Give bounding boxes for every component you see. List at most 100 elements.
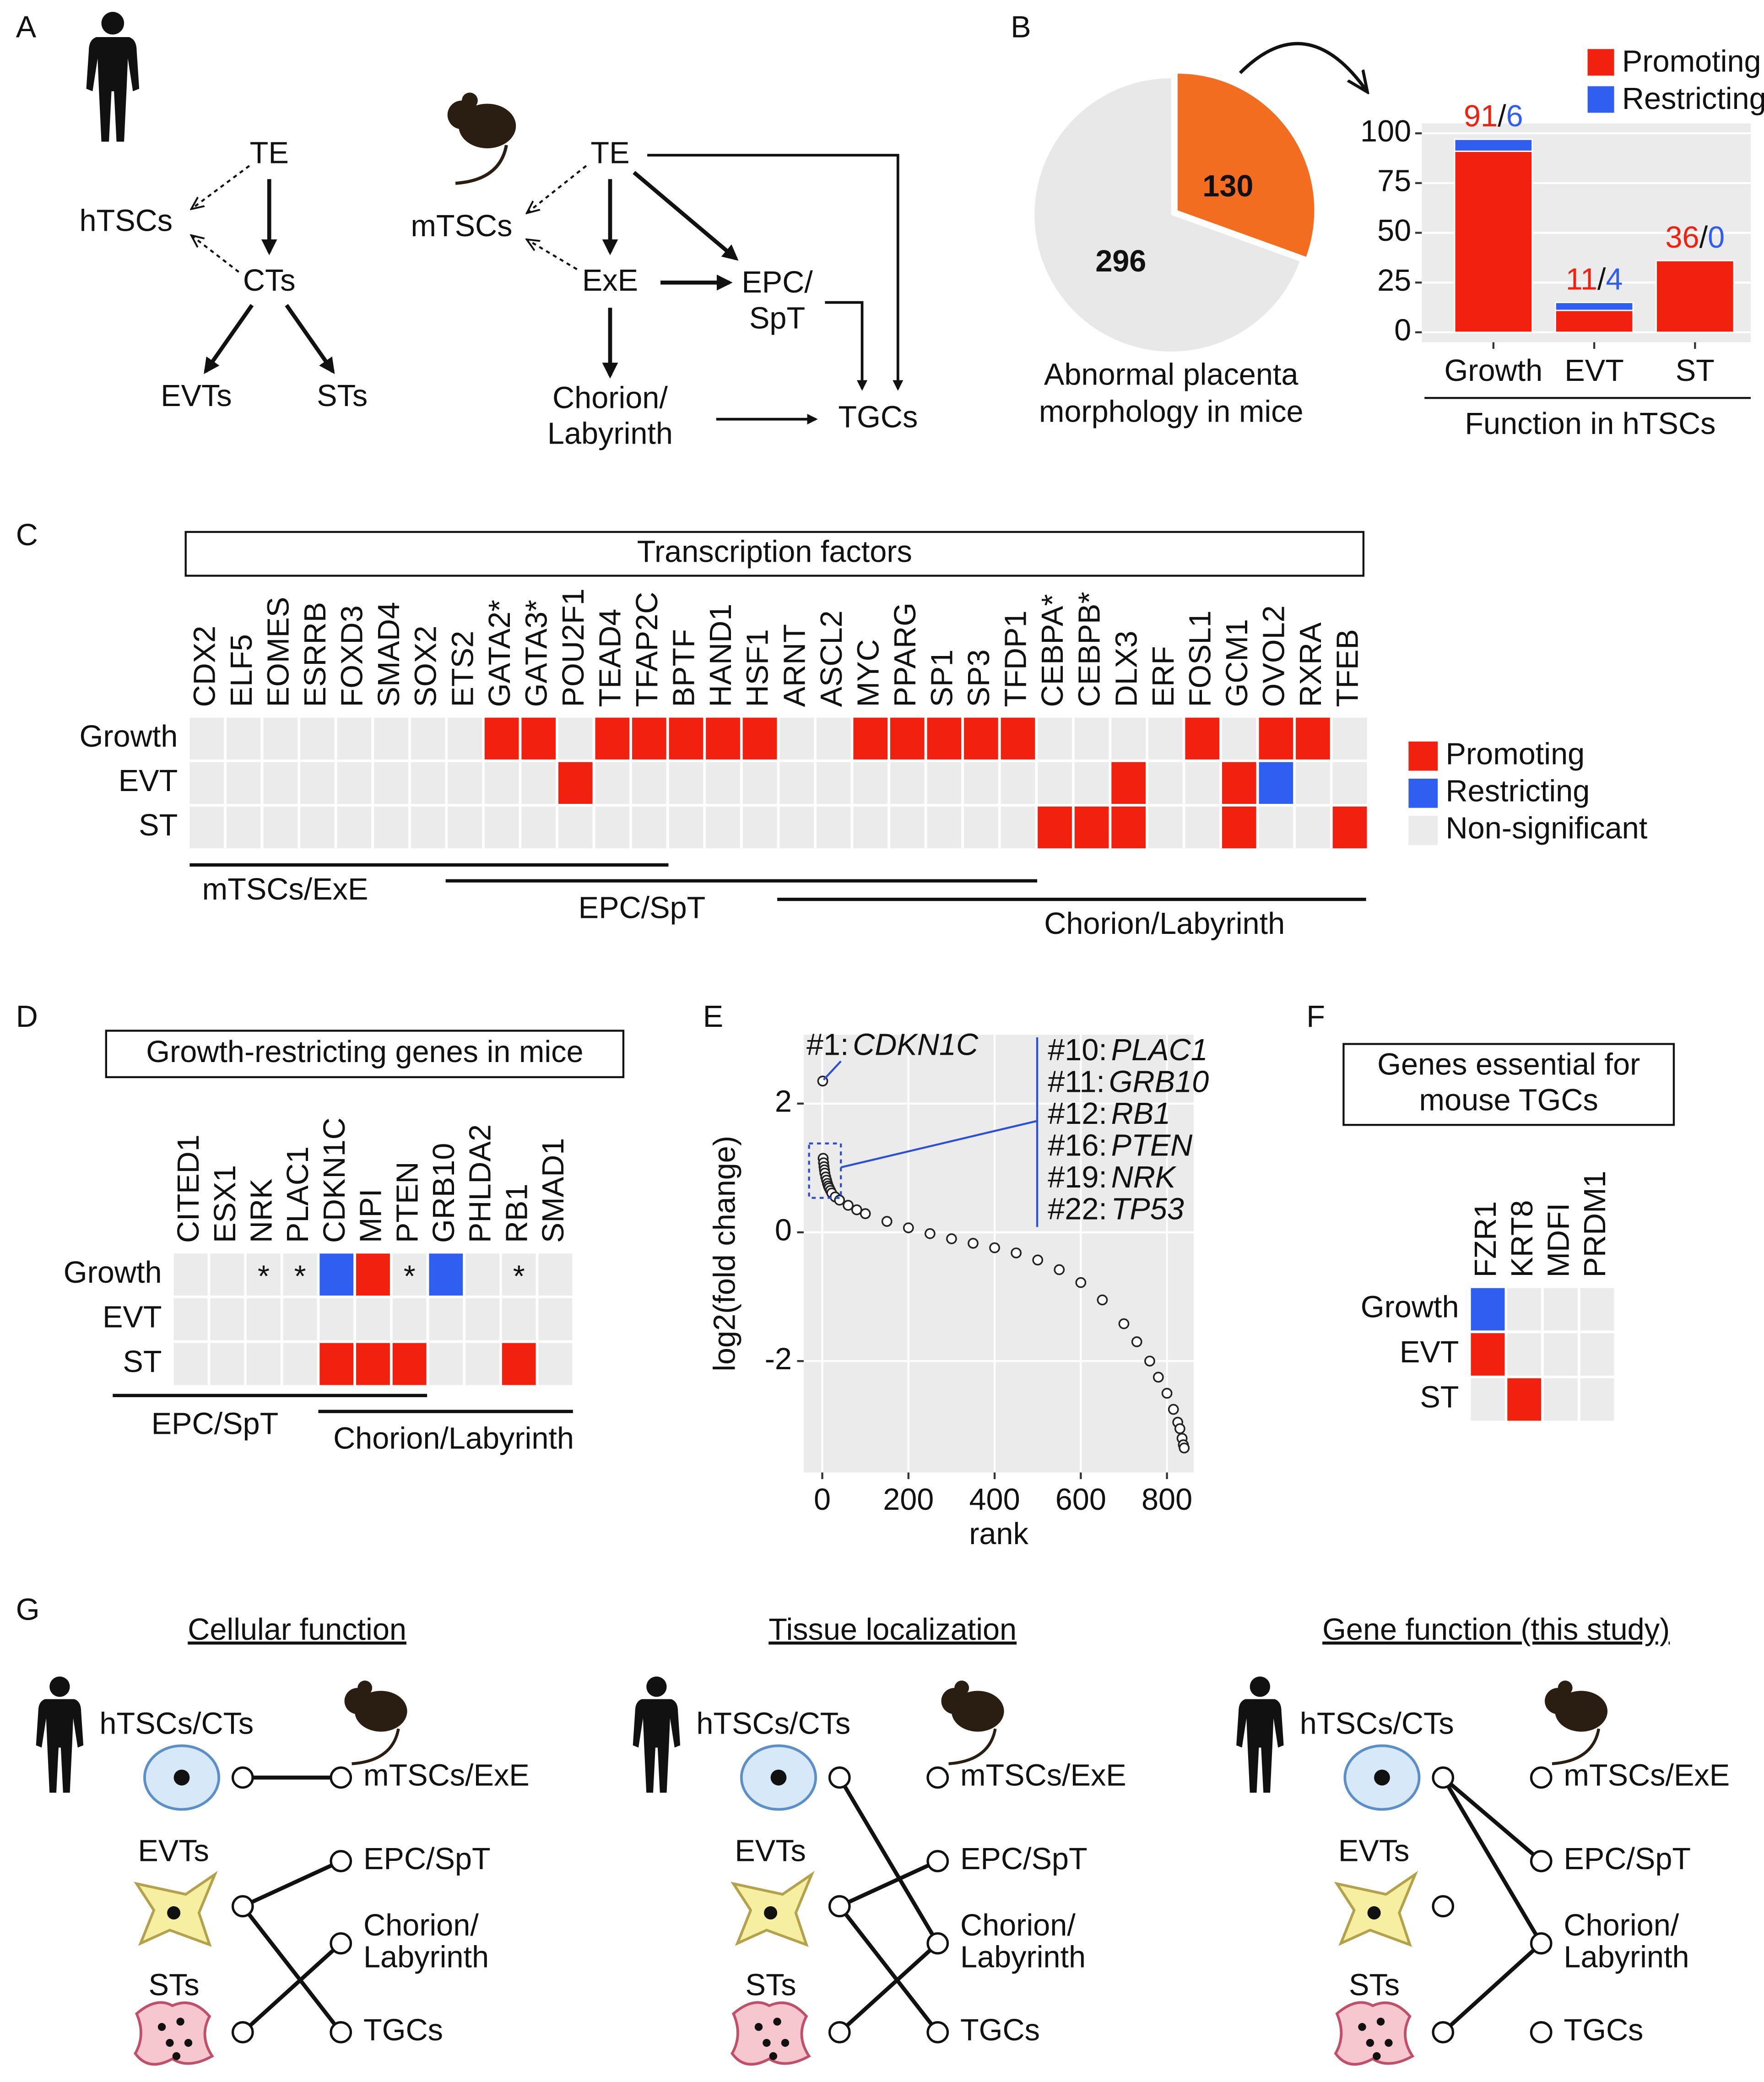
heat-cell	[1146, 759, 1185, 807]
mouse-icon	[344, 1681, 407, 1766]
column-label: PLAC1	[281, 1146, 315, 1243]
node	[1432, 2021, 1455, 2044]
curved-arrow	[1239, 42, 1366, 90]
value-label: 91/6	[1464, 99, 1523, 133]
nucleus	[770, 1769, 787, 1786]
node	[926, 2021, 949, 2044]
heat-cell	[390, 1340, 429, 1388]
column-label: ASCL2	[815, 610, 849, 707]
node	[926, 1850, 949, 1872]
pie-slice	[1034, 78, 1300, 352]
point	[924, 1228, 936, 1239]
nucleus	[1358, 2023, 1366, 2031]
heat-cell	[244, 1340, 283, 1388]
heat-cell	[426, 1296, 466, 1343]
x-tick-label: ST	[1676, 354, 1715, 388]
column-label: GRB10	[427, 1143, 461, 1243]
heat-cell	[1504, 1330, 1544, 1378]
heat-cell	[556, 715, 595, 762]
legend-label: Non-significant	[1446, 812, 1648, 846]
column-label: CEBPB*	[1073, 592, 1107, 707]
connector	[822, 1060, 842, 1081]
heat-cell	[280, 1296, 320, 1343]
heat-cell	[1541, 1285, 1580, 1334]
arrow	[528, 240, 578, 271]
annotation: #19: NRK	[1048, 1160, 1177, 1194]
heat-cell	[1182, 804, 1222, 851]
node	[1530, 1766, 1553, 1789]
cell-label: EVTs	[735, 1834, 806, 1868]
value-label-part: 91	[1464, 99, 1498, 133]
label: Chorion/	[960, 1908, 1076, 1942]
legend-label: Promoting	[1622, 45, 1761, 79]
column-label: MPI	[354, 1189, 388, 1243]
node	[231, 1895, 254, 1918]
connector	[1441, 1776, 1542, 1863]
heat-cell	[171, 1296, 211, 1343]
heat-cell	[1541, 1375, 1580, 1424]
heat-cell	[592, 759, 633, 807]
point	[946, 1233, 957, 1244]
column-label: BPTF	[667, 629, 701, 707]
panel-label: F	[1306, 1000, 1325, 1034]
heat-cell	[298, 804, 337, 851]
legend-swatch	[1587, 86, 1614, 113]
nucleus	[1374, 1769, 1390, 1786]
heat-cell	[499, 1340, 539, 1388]
highlight-box	[808, 1142, 842, 1199]
panel-label: C	[16, 518, 38, 552]
body	[36, 1699, 84, 1793]
heat-cell	[740, 715, 780, 762]
annotation-rank: #19:	[1048, 1160, 1107, 1194]
heat-cell	[171, 1340, 211, 1388]
arrow	[633, 171, 739, 261]
separator: /	[1699, 221, 1708, 255]
point	[968, 1237, 979, 1249]
heat-cell	[1468, 1285, 1508, 1334]
human-icon	[36, 1676, 84, 1793]
label: mouse TGCs	[1419, 1084, 1598, 1117]
heat-cell	[536, 1251, 575, 1299]
heat-cell	[463, 1340, 502, 1388]
x-tick-label: 200	[883, 1483, 934, 1517]
node	[828, 1766, 851, 1789]
mouse-icon	[447, 92, 516, 185]
label: EPC/SpT	[960, 1842, 1088, 1876]
heat-cell	[519, 804, 558, 851]
legend-label: Restricting	[1622, 82, 1764, 116]
title-box	[184, 531, 1365, 577]
connector	[242, 1859, 342, 1908]
row-label: EVT	[103, 1301, 162, 1334]
annotation: #1: CDKN1C	[806, 1028, 979, 1062]
heat-cell	[317, 1296, 357, 1343]
heat-cell	[408, 804, 448, 851]
label: Chorion/	[363, 1908, 479, 1942]
point	[1174, 1423, 1185, 1434]
heat-cell	[629, 759, 669, 807]
heat-cell	[224, 804, 264, 851]
heat-cell	[426, 1340, 466, 1388]
group-label: EPC/SpT	[579, 891, 706, 925]
label: SpT	[749, 301, 805, 335]
node	[926, 1766, 949, 1789]
column-label: OVOL2	[1257, 605, 1291, 707]
connector	[241, 1941, 342, 2034]
arrow	[647, 154, 904, 391]
x-axis-title: rank	[969, 1517, 1028, 1551]
node	[1432, 1766, 1455, 1789]
heat-cell	[1256, 715, 1296, 762]
nucleus	[1376, 2017, 1385, 2026]
heat-cell	[961, 759, 1001, 807]
point	[903, 1222, 914, 1233]
heat-cell	[536, 1340, 575, 1388]
heat-cell	[998, 759, 1038, 807]
heat-cell	[1109, 715, 1148, 762]
annotation-gene: TP53	[1111, 1192, 1184, 1226]
legend-label: Promoting	[1446, 737, 1585, 771]
heat-cell	[850, 804, 890, 851]
connector	[1441, 1776, 1543, 1945]
connector	[1441, 1941, 1543, 2034]
heat-cell	[207, 1296, 247, 1343]
connector	[838, 1776, 940, 1945]
node-label: CTs	[243, 264, 296, 298]
